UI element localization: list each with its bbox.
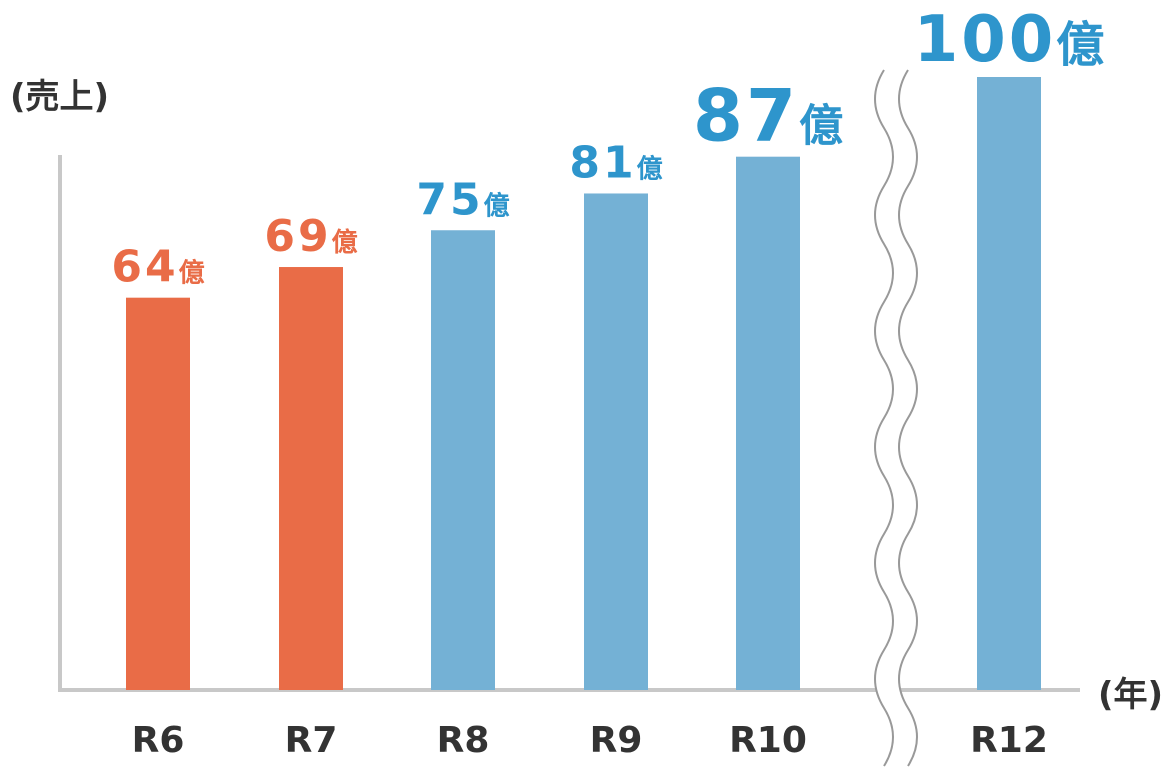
bar [584, 193, 648, 690]
value-label: 100億 [914, 3, 1105, 77]
bar [431, 230, 495, 690]
value-label: 87億 [693, 74, 843, 158]
x-tick-label: R12 [970, 720, 1048, 761]
value-label: 69億 [264, 211, 357, 262]
bar [977, 77, 1041, 690]
x-tick-label: R6 [132, 720, 185, 761]
value-label: 64億 [111, 242, 204, 293]
x-tick-label: R7 [285, 720, 338, 761]
x-tick-label: R8 [437, 720, 490, 761]
bar [736, 156, 800, 690]
x-axis-label: (年) [1098, 675, 1163, 715]
value-label: 81億 [569, 137, 662, 188]
x-tick-label: R10 [729, 720, 807, 761]
bar [279, 267, 343, 690]
y-axis-label: (売上) [10, 77, 109, 117]
x-tick-label: R9 [590, 720, 643, 761]
axis-break [874, 69, 918, 767]
value-label: 75億 [416, 174, 509, 225]
bar [126, 297, 190, 690]
